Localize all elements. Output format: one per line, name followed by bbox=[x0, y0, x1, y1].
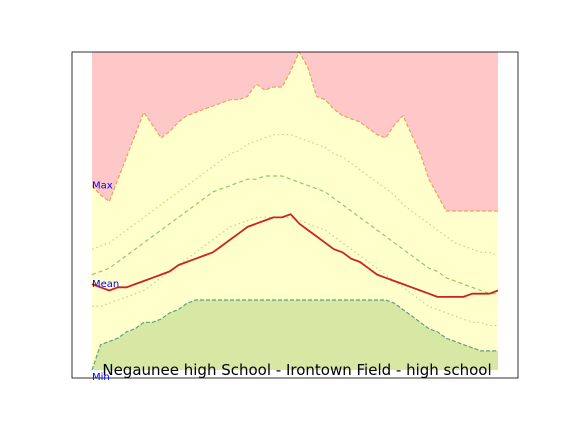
min-line bbox=[91, 299, 498, 371]
between-area bbox=[92, 52, 498, 370]
max-line bbox=[91, 51, 498, 212]
below-min-area bbox=[92, 300, 498, 370]
mean-label: Mean bbox=[92, 279, 119, 290]
chart-title: Negaunee high School - Irontown Field - … bbox=[102, 361, 491, 379]
chart-lines bbox=[91, 51, 499, 371]
min-label: Min bbox=[92, 372, 110, 383]
plot-frame bbox=[71, 51, 519, 379]
above-max-area bbox=[92, 52, 498, 211]
upper-dotted-line bbox=[91, 134, 499, 257]
mean-line bbox=[91, 213, 499, 298]
chart-areas bbox=[92, 52, 498, 370]
max-label: Max bbox=[92, 181, 113, 192]
upper-dashed-line bbox=[91, 175, 498, 295]
